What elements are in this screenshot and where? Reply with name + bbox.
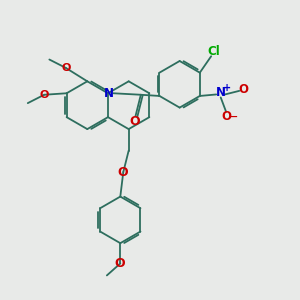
Text: O: O [222, 110, 232, 123]
Text: N: N [216, 86, 226, 100]
Text: O: O [130, 115, 140, 128]
Text: O: O [114, 257, 125, 270]
Text: +: + [223, 83, 231, 93]
Text: Cl: Cl [207, 45, 220, 58]
Text: O: O [61, 63, 70, 73]
Text: −: − [229, 112, 238, 122]
Text: O: O [40, 90, 49, 100]
Text: O: O [117, 166, 128, 178]
Text: O: O [238, 83, 248, 97]
Text: N: N [104, 87, 114, 100]
